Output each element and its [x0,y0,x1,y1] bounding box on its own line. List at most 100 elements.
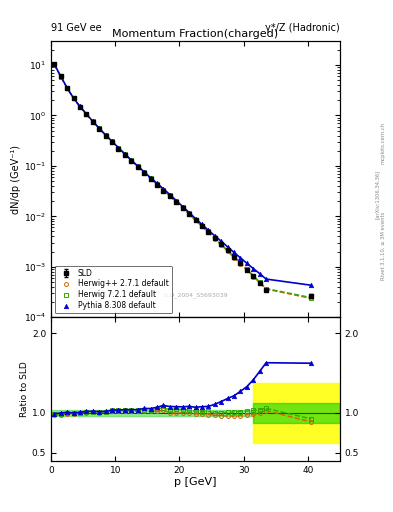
Herwig 7.2.1 default [97,125,102,132]
Herwig++ 2.7.1 default [116,145,121,151]
Pythia 8.308 default [264,276,268,282]
Legend: SLD, Herwig++ 2.7.1 default, Herwig 7.2.1 default, Pythia 8.308 default: SLD, Herwig++ 2.7.1 default, Herwig 7.2.… [55,266,172,313]
Pythia 8.308 default [238,255,243,261]
Herwig++ 2.7.1 default [136,163,140,169]
Herwig++ 2.7.1 default [148,176,153,182]
Y-axis label: Ratio to SLD: Ratio to SLD [20,361,29,417]
Herwig 7.2.1 default [84,111,89,117]
Herwig++ 2.7.1 default [155,181,160,187]
Herwig 7.2.1 default [238,260,243,266]
Herwig++ 2.7.1 default [309,295,314,302]
Text: 91 GeV ee: 91 GeV ee [51,23,102,33]
Herwig++ 2.7.1 default [200,223,204,229]
Pythia 8.308 default [155,180,160,186]
Pythia 8.308 default [52,61,57,67]
Herwig 7.2.1 default [136,163,140,169]
Pythia 8.308 default [232,249,237,255]
Herwig 7.2.1 default [103,132,108,138]
Text: mcplots.cern.ch: mcplots.cern.ch [381,122,386,164]
Y-axis label: dN/dp (GeV⁻¹): dN/dp (GeV⁻¹) [11,144,21,214]
Pythia 8.308 default [309,282,314,288]
Herwig++ 2.7.1 default [59,74,63,80]
Pythia 8.308 default [71,95,76,101]
Herwig 7.2.1 default [155,181,160,187]
Herwig++ 2.7.1 default [251,273,256,280]
Pythia 8.308 default [97,125,102,131]
Pythia 8.308 default [103,132,108,138]
Herwig++ 2.7.1 default [78,103,83,110]
Herwig++ 2.7.1 default [225,248,230,254]
Pythia 8.308 default [65,85,70,91]
Herwig 7.2.1 default [219,241,224,247]
Herwig++ 2.7.1 default [257,280,262,286]
Pythia 8.308 default [180,203,185,209]
Herwig 7.2.1 default [123,151,127,157]
Herwig 7.2.1 default [213,235,217,241]
Herwig 7.2.1 default [244,266,249,272]
Herwig 7.2.1 default [206,228,211,234]
Pythia 8.308 default [90,118,95,124]
Herwig 7.2.1 default [78,103,83,110]
Herwig++ 2.7.1 default [219,242,224,248]
Title: Momentum Fraction(charged): Momentum Fraction(charged) [112,29,279,39]
X-axis label: p [GeV]: p [GeV] [174,477,217,487]
Pythia 8.308 default [59,73,63,79]
Herwig 7.2.1 default [180,204,185,210]
Herwig++ 2.7.1 default [110,139,114,145]
Pythia 8.308 default [116,145,121,151]
Pythia 8.308 default [187,209,191,216]
Text: [arXiv:1306.34,36]: [arXiv:1306.34,36] [375,170,380,219]
Pythia 8.308 default [142,169,147,175]
Pythia 8.308 default [84,111,89,117]
Herwig 7.2.1 default [187,210,191,217]
Pythia 8.308 default [148,175,153,181]
Herwig 7.2.1 default [142,169,147,175]
Herwig 7.2.1 default [148,175,153,181]
Herwig++ 2.7.1 default [232,254,237,261]
Herwig 7.2.1 default [110,138,114,144]
Pythia 8.308 default [200,221,204,227]
Herwig++ 2.7.1 default [129,157,134,163]
Herwig 7.2.1 default [225,247,230,253]
Herwig 7.2.1 default [193,217,198,223]
Herwig 7.2.1 default [65,85,70,91]
Herwig 7.2.1 default [71,95,76,101]
Herwig++ 2.7.1 default [65,86,70,92]
Pythia 8.308 default [193,216,198,222]
Herwig++ 2.7.1 default [167,193,172,199]
Herwig 7.2.1 default [174,198,179,204]
Herwig++ 2.7.1 default [264,286,268,292]
Herwig 7.2.1 default [251,272,256,279]
Line: Herwig 7.2.1 default: Herwig 7.2.1 default [52,62,313,300]
Pythia 8.308 default [136,163,140,169]
Herwig 7.2.1 default [59,74,63,80]
Herwig 7.2.1 default [167,193,172,199]
Pythia 8.308 default [244,260,249,266]
Herwig++ 2.7.1 default [187,211,191,217]
Herwig 7.2.1 default [309,294,314,301]
Pythia 8.308 default [123,151,127,157]
Herwig++ 2.7.1 default [238,261,243,267]
Herwig 7.2.1 default [232,253,237,260]
Pythia 8.308 default [206,227,211,233]
Herwig 7.2.1 default [161,186,166,193]
Herwig++ 2.7.1 default [180,205,185,211]
Herwig++ 2.7.1 default [193,217,198,223]
Herwig++ 2.7.1 default [97,125,102,132]
Herwig++ 2.7.1 default [206,229,211,236]
Pythia 8.308 default [219,238,224,244]
Herwig 7.2.1 default [90,118,95,124]
Herwig++ 2.7.1 default [161,187,166,193]
Herwig++ 2.7.1 default [123,151,127,157]
Herwig++ 2.7.1 default [90,119,95,125]
Herwig++ 2.7.1 default [71,95,76,101]
Pythia 8.308 default [110,138,114,144]
Line: Pythia 8.308 default: Pythia 8.308 default [52,62,313,287]
Pythia 8.308 default [225,244,230,250]
Pythia 8.308 default [257,270,262,276]
Herwig++ 2.7.1 default [52,61,57,68]
Line: Herwig++ 2.7.1 default: Herwig++ 2.7.1 default [52,62,313,301]
Herwig 7.2.1 default [264,286,268,292]
Text: SLD_2004_S5693039: SLD_2004_S5693039 [163,292,228,298]
Herwig++ 2.7.1 default [103,132,108,138]
